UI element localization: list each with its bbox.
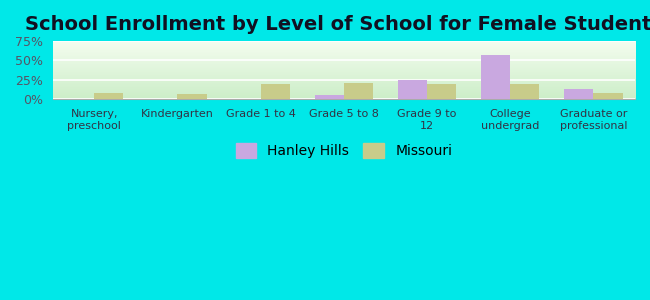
Bar [177, 94, 207, 99]
Bar [315, 94, 344, 99]
Bar [564, 89, 593, 99]
Legend: Hanley Hills, Missouri: Hanley Hills, Missouri [229, 136, 459, 165]
Bar [593, 93, 623, 99]
Bar [94, 93, 124, 99]
Bar [427, 84, 456, 99]
Bar [261, 84, 290, 99]
Bar [510, 84, 540, 99]
Bar [398, 80, 427, 99]
Title: School Enrollment by Level of School for Female Students: School Enrollment by Level of School for… [25, 15, 650, 34]
Bar [344, 83, 373, 99]
Bar [481, 55, 510, 99]
